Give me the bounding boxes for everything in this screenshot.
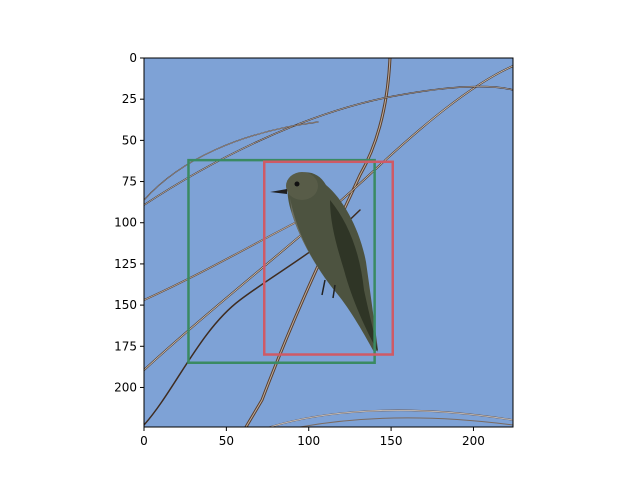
y-tick-label: 25 — [122, 92, 137, 106]
bird — [270, 172, 378, 352]
y-tick-label: 100 — [114, 216, 137, 230]
y-axis-ticks: 0 25 50 75 100 125 150 175 200 — [114, 51, 144, 394]
y-tick-label: 75 — [122, 175, 137, 189]
photo — [144, 58, 513, 427]
y-tick-label: 200 — [114, 380, 137, 394]
x-tick-label: 200 — [462, 434, 485, 448]
x-tick-label: 50 — [219, 434, 234, 448]
x-tick-label: 100 — [297, 434, 320, 448]
x-tick-label: 150 — [380, 434, 403, 448]
axes-frame — [143, 57, 514, 428]
bounding-box-2 — [263, 160, 394, 356]
y-tick-label: 50 — [122, 133, 137, 147]
x-axis-ticks: 0 50 100 150 200 — [140, 427, 485, 448]
y-tick-label: 125 — [114, 257, 137, 271]
x-tick-label: 0 — [140, 434, 148, 448]
y-tick-label: 150 — [114, 298, 137, 312]
branches — [144, 58, 513, 427]
y-tick-label: 0 — [129, 51, 137, 65]
y-tick-label: 175 — [114, 339, 137, 353]
bounding-box-1 — [187, 158, 376, 365]
bounding-boxes — [187, 158, 394, 365]
